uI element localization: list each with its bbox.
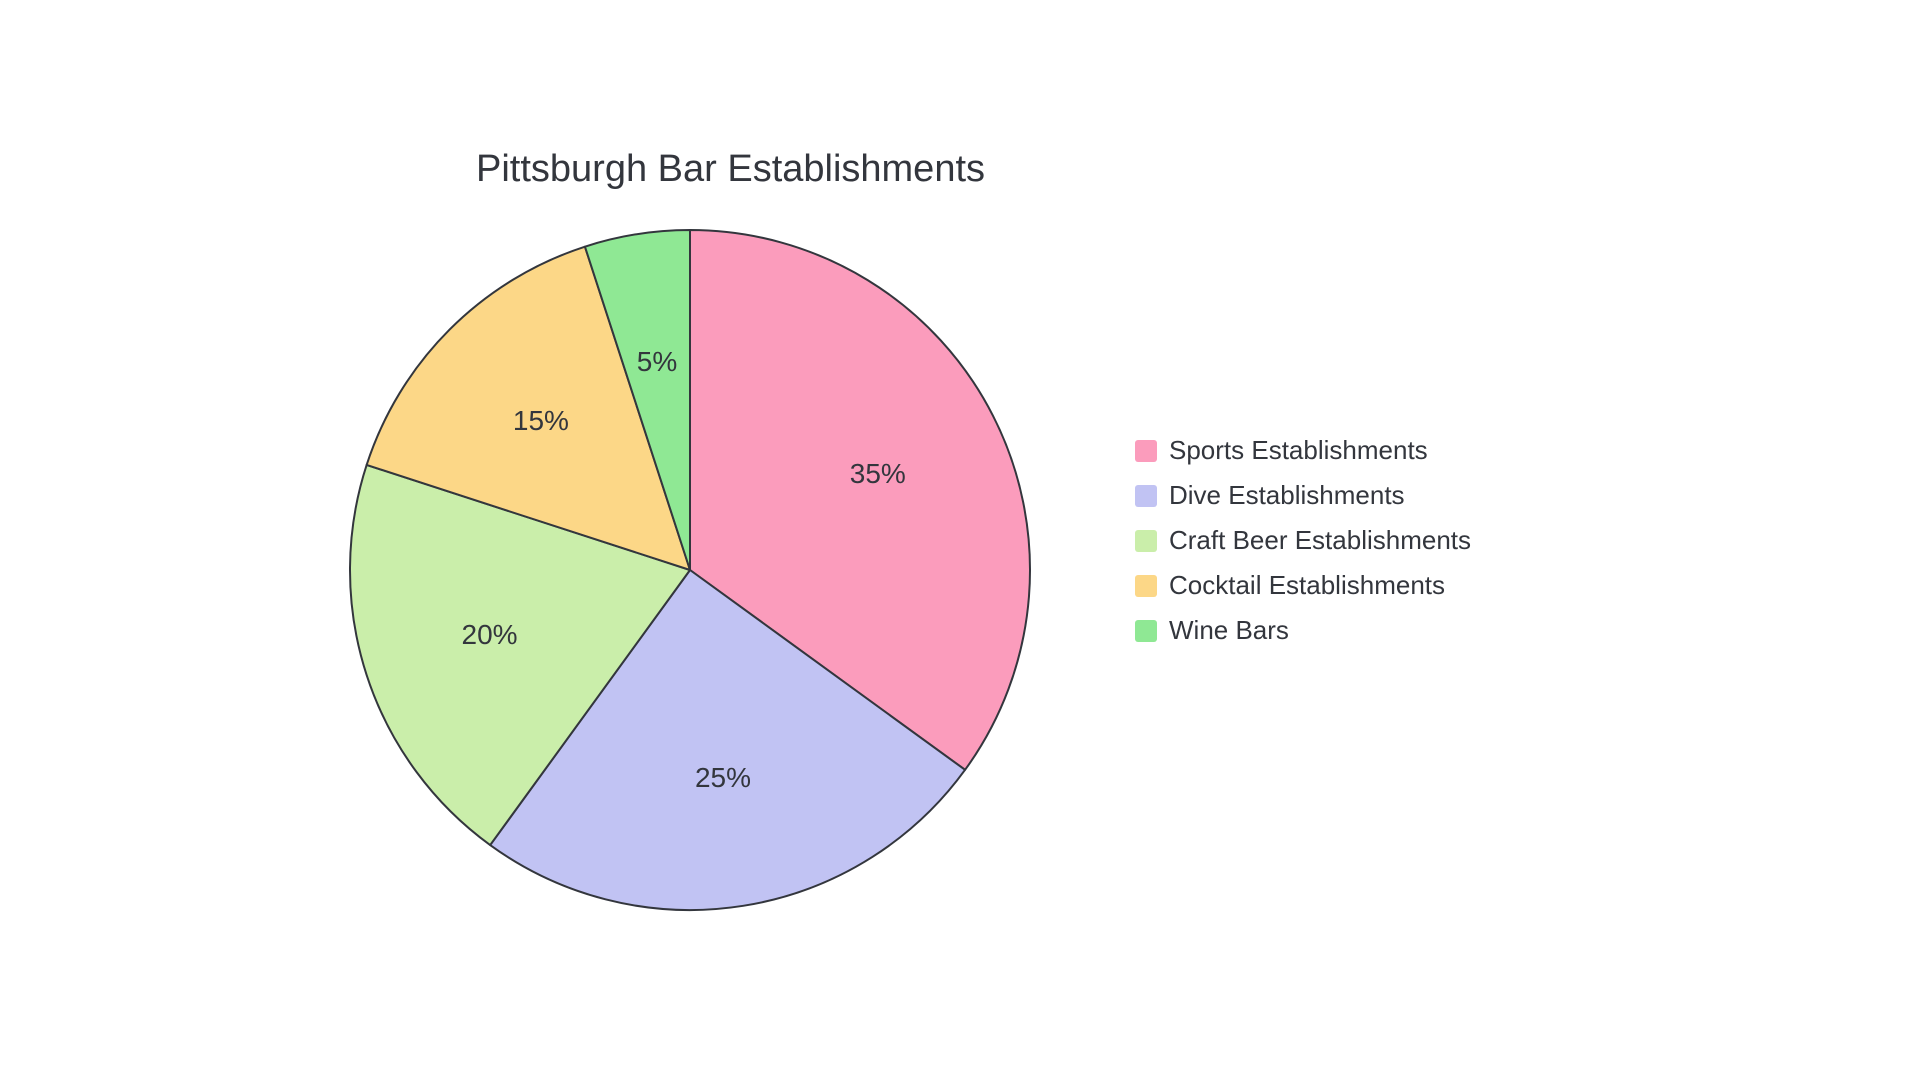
slice-label: 20%: [461, 619, 517, 651]
legend-swatch: [1135, 485, 1157, 507]
legend-item: Cocktail Establishments: [1135, 570, 1471, 601]
legend-label: Sports Establishments: [1169, 435, 1428, 466]
legend: Sports Establishments Dive Establishments…: [1135, 435, 1471, 646]
pie-chart: 35% 25% 20% 15% 5%: [240, 140, 1050, 930]
slice-label: 35%: [850, 458, 906, 490]
slice-labels-layer: 35% 25% 20% 15% 5%: [240, 140, 1050, 930]
slice-label: 5%: [637, 346, 677, 378]
stage: Pittsburgh Bar Establishments 35%25%20%1…: [0, 0, 1920, 1080]
legend-label: Cocktail Establishments: [1169, 570, 1445, 601]
legend-item: Wine Bars: [1135, 615, 1471, 646]
legend-swatch: [1135, 620, 1157, 642]
legend-item: Sports Establishments: [1135, 435, 1471, 466]
legend-label: Wine Bars: [1169, 615, 1289, 646]
legend-item: Dive Establishments: [1135, 480, 1471, 511]
slice-label: 15%: [513, 405, 569, 437]
legend-label: Dive Establishments: [1169, 480, 1405, 511]
chart-card: Pittsburgh Bar Establishments 35%25%20%1…: [240, 140, 1680, 940]
legend-label: Craft Beer Establishments: [1169, 525, 1471, 556]
legend-swatch: [1135, 440, 1157, 462]
slice-label: 25%: [695, 762, 751, 794]
legend-swatch: [1135, 575, 1157, 597]
legend-swatch: [1135, 530, 1157, 552]
legend-item: Craft Beer Establishments: [1135, 525, 1471, 556]
